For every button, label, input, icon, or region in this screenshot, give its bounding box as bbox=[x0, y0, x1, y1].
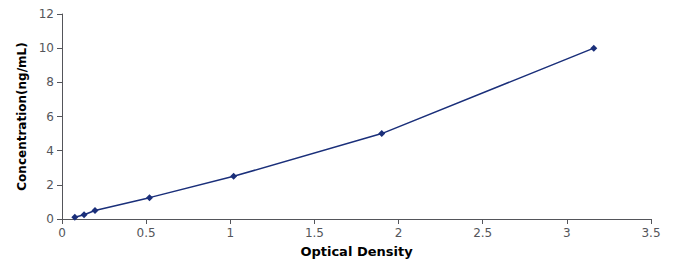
svg-text:0: 0 bbox=[46, 212, 54, 226]
svg-text:2.5: 2.5 bbox=[473, 226, 492, 240]
svg-text:1.5: 1.5 bbox=[305, 226, 324, 240]
svg-text:Concentration(ng/mL): Concentration(ng/mL) bbox=[15, 42, 29, 190]
svg-text:0.5: 0.5 bbox=[137, 226, 156, 240]
svg-text:3: 3 bbox=[563, 226, 571, 240]
svg-text:2: 2 bbox=[46, 178, 54, 192]
svg-text:0: 0 bbox=[58, 226, 66, 240]
svg-text:12: 12 bbox=[39, 7, 54, 21]
svg-text:3.5: 3.5 bbox=[641, 226, 660, 240]
svg-text:10: 10 bbox=[39, 41, 54, 55]
svg-text:6: 6 bbox=[46, 110, 54, 124]
svg-text:4: 4 bbox=[46, 144, 54, 158]
svg-text:1: 1 bbox=[226, 226, 234, 240]
svg-text:8: 8 bbox=[46, 75, 54, 89]
svg-text:2: 2 bbox=[395, 226, 403, 240]
svg-text:Optical Density: Optical Density bbox=[300, 244, 413, 259]
